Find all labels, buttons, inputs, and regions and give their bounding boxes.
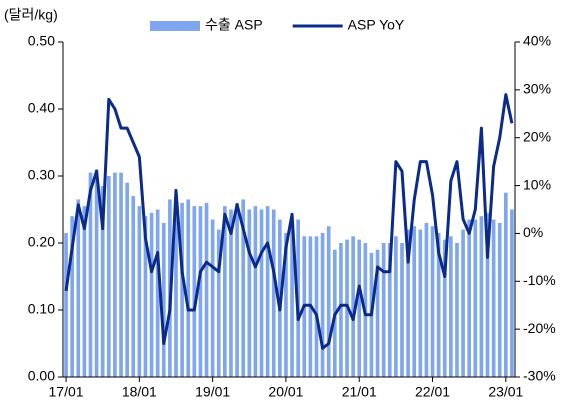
bar xyxy=(339,243,343,377)
bar xyxy=(64,232,68,377)
bar xyxy=(70,216,74,377)
bar xyxy=(119,172,123,377)
bar xyxy=(375,249,380,377)
y2-tick-label: 40% xyxy=(523,33,551,49)
bar xyxy=(88,172,93,377)
bar xyxy=(247,209,252,377)
bar xyxy=(290,226,294,377)
bar xyxy=(412,226,417,377)
bar xyxy=(430,226,435,377)
bar xyxy=(510,209,514,377)
bar xyxy=(473,219,478,377)
bar xyxy=(198,206,203,377)
bar xyxy=(137,206,142,377)
bar xyxy=(418,229,423,377)
bar xyxy=(461,229,465,377)
bar xyxy=(186,199,191,377)
x-tick-label: 17/01 xyxy=(49,384,84,400)
bar xyxy=(143,216,148,377)
y2-tick-label: -20% xyxy=(523,320,556,336)
bar xyxy=(131,196,136,377)
bar xyxy=(259,209,264,377)
y-tick-label: 0.00 xyxy=(28,368,55,384)
bar xyxy=(125,182,129,377)
bar xyxy=(442,239,447,377)
y2-tick-label: 10% xyxy=(523,176,551,192)
legend-swatch xyxy=(150,21,200,31)
bar xyxy=(497,222,502,377)
y-axis-title: (달러/kg) xyxy=(4,7,58,23)
bar xyxy=(449,236,453,377)
y2-tick-label: 30% xyxy=(523,81,551,97)
bar xyxy=(406,229,410,377)
bar xyxy=(381,243,386,377)
bar xyxy=(106,176,111,377)
bar xyxy=(241,199,246,377)
bar xyxy=(320,232,325,377)
bar xyxy=(174,196,178,377)
bar xyxy=(479,216,484,377)
bar xyxy=(192,206,197,377)
y-tick-label: 0.20 xyxy=(28,234,55,250)
line xyxy=(64,93,514,350)
x-tick-label: 19/01 xyxy=(195,384,230,400)
bar xyxy=(394,236,398,377)
bar xyxy=(455,243,459,377)
bar xyxy=(491,219,496,377)
x-tick-label: 23/01 xyxy=(488,384,523,400)
y-tick-label: 0.30 xyxy=(28,167,55,183)
bar xyxy=(149,212,154,377)
bar xyxy=(314,236,319,377)
bar xyxy=(223,206,227,377)
y2-tick-label: 20% xyxy=(523,128,551,144)
bar xyxy=(271,209,276,377)
bar xyxy=(204,202,209,377)
x-tick-label: 21/01 xyxy=(342,384,377,400)
bar xyxy=(180,202,184,377)
bar xyxy=(265,206,270,377)
bar xyxy=(400,243,404,377)
bar xyxy=(210,219,215,377)
y-tick-label: 0.50 xyxy=(28,33,55,49)
bar xyxy=(113,172,117,377)
bar xyxy=(253,206,258,377)
y2-tick-label: -10% xyxy=(523,272,556,288)
bar xyxy=(82,206,87,377)
bar xyxy=(284,232,288,377)
bar xyxy=(485,212,490,377)
bar xyxy=(76,199,81,377)
bar xyxy=(504,192,508,377)
bar xyxy=(155,209,160,377)
bar xyxy=(94,169,99,377)
bar xyxy=(216,229,221,377)
bar xyxy=(436,232,441,377)
bar xyxy=(161,222,166,377)
legend-label: 수출 ASP xyxy=(205,17,263,33)
bar xyxy=(387,243,392,377)
bar xyxy=(100,186,105,377)
bar xyxy=(424,222,429,377)
bar xyxy=(326,226,331,377)
y2-tick-label: -30% xyxy=(523,368,556,384)
bar xyxy=(357,239,362,377)
bar xyxy=(351,236,355,377)
y-tick-label: 0.10 xyxy=(28,301,55,317)
x-tick-label: 20/01 xyxy=(268,384,303,400)
bar xyxy=(229,209,233,377)
y-tick-label: 0.40 xyxy=(28,100,55,116)
y2-tick-label: 0% xyxy=(523,224,543,240)
x-tick-label: 22/01 xyxy=(415,384,450,400)
bar xyxy=(467,219,472,377)
bar xyxy=(235,202,239,377)
x-tick-label: 18/01 xyxy=(122,384,157,400)
legend-label: ASP YoY xyxy=(348,17,405,33)
